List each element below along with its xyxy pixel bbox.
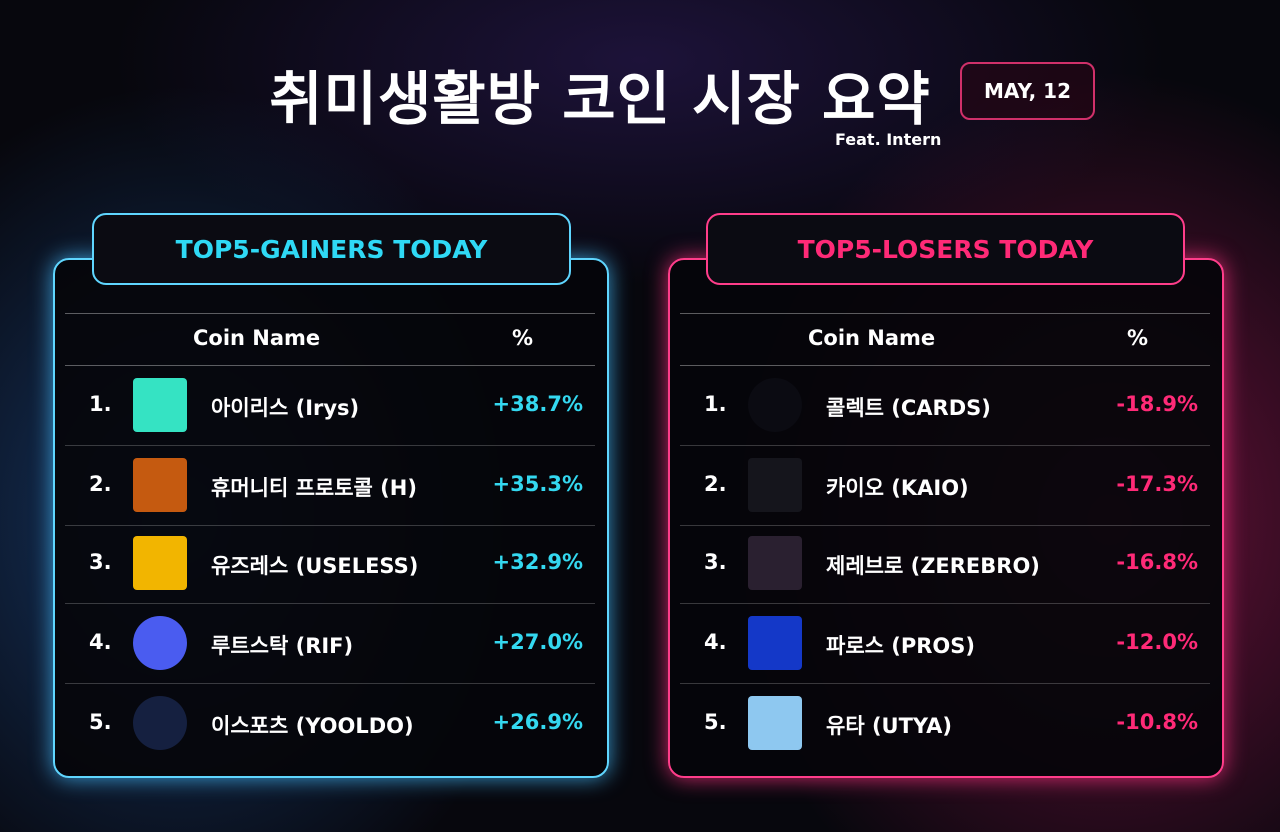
change-pct: +27.0%	[492, 630, 583, 654]
coin-name: 루트스탁 (RIF)	[211, 634, 354, 658]
separator	[680, 313, 1210, 314]
column-header: %	[512, 326, 534, 350]
coin-icon	[748, 696, 802, 750]
coin-icon	[748, 458, 802, 512]
change-pct: +32.9%	[492, 550, 583, 574]
change-pct: +38.7%	[492, 392, 583, 416]
coin-name: 카이오 (KAIO)	[826, 476, 969, 500]
subtitle: Feat. Intern	[835, 130, 942, 149]
coin-name: 아이리스 (Irys)	[211, 396, 360, 420]
losers-panel	[668, 258, 1224, 778]
change-pct: -17.3%	[1116, 472, 1198, 496]
coin-icon	[133, 536, 187, 590]
coin-icon	[748, 536, 802, 590]
separator	[65, 525, 595, 526]
column-header: Coin Name	[808, 326, 936, 350]
coin-icon	[748, 378, 802, 432]
rank: 1.	[704, 392, 727, 416]
change-pct: -10.8%	[1116, 710, 1198, 734]
rank: 2.	[89, 472, 112, 496]
separator	[65, 445, 595, 446]
coin-name: 이스포츠 (YOOLDO)	[211, 714, 414, 738]
change-pct: -12.0%	[1116, 630, 1198, 654]
rank: 4.	[89, 630, 112, 654]
gainers-title: TOP5-GAINERS TODAY	[92, 213, 571, 285]
change-pct: +35.3%	[492, 472, 583, 496]
separator	[65, 313, 595, 314]
coin-name: 파로스 (PROS)	[826, 634, 976, 658]
coin-name: 유타 (UTYA)	[826, 714, 952, 738]
rank: 3.	[89, 550, 112, 574]
coin-icon	[133, 696, 187, 750]
coin-icon	[133, 616, 187, 670]
coin-name: 콜렉트 (CARDS)	[826, 396, 991, 420]
coin-name: 휴머니티 프로토콜 (H)	[211, 476, 417, 500]
separator	[680, 683, 1210, 684]
coin-name: 유즈레스 (USELESS)	[211, 554, 419, 578]
rank: 1.	[89, 392, 112, 416]
losers-title: TOP5-LOSERS TODAY	[706, 213, 1185, 285]
page-title: 취미생활방 코인 시장 요약	[269, 65, 931, 133]
coin-icon	[748, 616, 802, 670]
rank: 3.	[704, 550, 727, 574]
separator	[680, 525, 1210, 526]
change-pct: -16.8%	[1116, 550, 1198, 574]
separator	[680, 603, 1210, 604]
change-pct: +26.9%	[492, 710, 583, 734]
rank: 5.	[704, 710, 727, 734]
column-header: %	[1127, 326, 1149, 350]
rank: 5.	[89, 710, 112, 734]
separator	[65, 683, 595, 684]
separator	[65, 365, 595, 366]
column-header: Coin Name	[193, 326, 321, 350]
coin-icon	[133, 378, 187, 432]
separator	[680, 365, 1210, 366]
separator	[65, 603, 595, 604]
coin-name: 제레브로 (ZEREBRO)	[826, 554, 1040, 578]
separator	[680, 445, 1210, 446]
date-badge: MAY, 12	[960, 62, 1095, 120]
rank: 4.	[704, 630, 727, 654]
gainers-panel	[53, 258, 609, 778]
change-pct: -18.9%	[1116, 392, 1198, 416]
coin-icon	[133, 458, 187, 512]
rank: 2.	[704, 472, 727, 496]
